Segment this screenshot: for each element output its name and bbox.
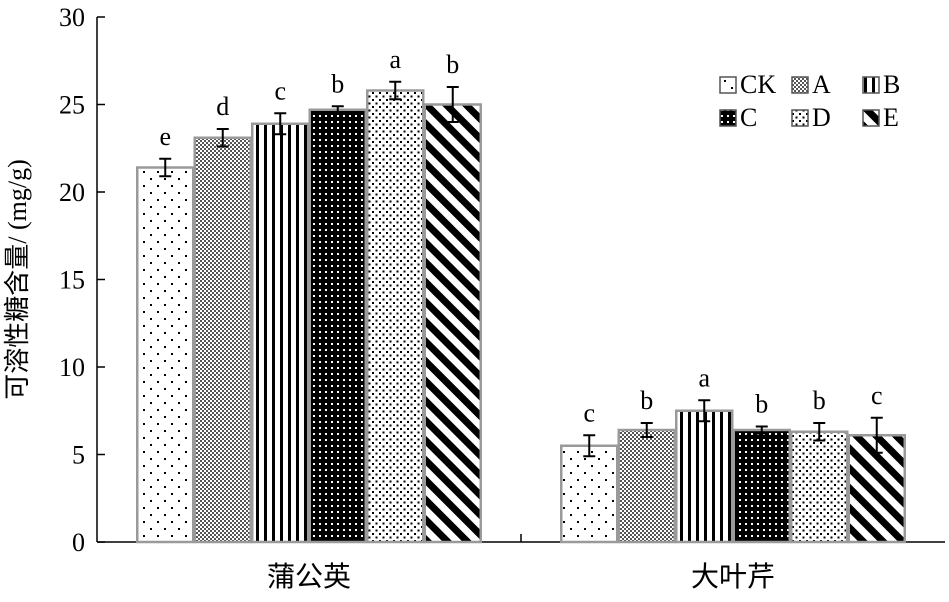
- error-bar: [216, 128, 229, 148]
- legend-label: E: [883, 103, 899, 132]
- significance-label: b: [331, 69, 344, 98]
- bar-a-2: [617, 428, 676, 544]
- bar-a-1: [193, 136, 252, 544]
- legend-label: A: [812, 70, 831, 99]
- legend-label: CK: [740, 70, 776, 99]
- error-bar: [755, 425, 768, 435]
- legend-item-a: A: [791, 70, 831, 99]
- significance-label: b: [813, 386, 826, 415]
- error-bar: [698, 399, 711, 423]
- significance-label: d: [216, 92, 229, 121]
- legend-swatch: [862, 109, 880, 127]
- legend-swatch: [791, 76, 809, 94]
- error-bar: [159, 157, 172, 178]
- significance-label: b: [755, 390, 768, 419]
- significance-label: c: [274, 76, 286, 105]
- legend-label: B: [883, 70, 900, 99]
- error-bar: [389, 80, 402, 101]
- legend-item-e: E: [862, 103, 899, 132]
- error-bar: [640, 422, 653, 438]
- significance-label: e: [159, 122, 171, 151]
- error-bar: [331, 105, 344, 115]
- x-ticks: 蒲公英 大叶芹: [267, 534, 775, 593]
- legend-item-c: C: [719, 103, 757, 132]
- bar-b-2: [675, 409, 734, 544]
- error-bar: [274, 112, 287, 136]
- legend-swatch: [719, 76, 737, 94]
- bars: e d c b a b c b a b b c: [136, 45, 906, 544]
- y-tick-label: 25: [59, 91, 85, 120]
- significance-label: b: [446, 50, 459, 79]
- y-tick-label: 15: [59, 266, 85, 295]
- legend-label: D: [812, 103, 831, 132]
- y-tick-label: 20: [59, 178, 85, 207]
- error-bar: [583, 434, 596, 458]
- legend-item-b: B: [862, 70, 900, 99]
- bar-ck-2: [560, 444, 619, 544]
- bar-c-2: [732, 428, 791, 544]
- significance-label: c: [583, 398, 595, 427]
- bar-c-1: [308, 108, 367, 544]
- legend: CK A B C D E: [719, 70, 900, 132]
- x-category-label: 大叶芹: [691, 561, 775, 593]
- bar-d-2: [790, 430, 849, 544]
- error-bar: [813, 422, 826, 442]
- bar-e-1: [423, 103, 482, 544]
- significance-label: c: [871, 381, 883, 410]
- y-tick-label: 10: [59, 353, 85, 382]
- x-category-label: 蒲公英: [267, 561, 351, 593]
- significance-label: b: [640, 386, 653, 415]
- legend-item-d: D: [791, 103, 831, 132]
- y-ticks: 0 5 10 15 20 25 30: [59, 3, 105, 557]
- y-tick-label: 30: [59, 3, 85, 32]
- legend-item-ck: CK: [719, 70, 776, 99]
- legend-label: C: [740, 103, 757, 132]
- legend-swatch: [862, 76, 880, 94]
- legend-swatch: [719, 109, 737, 127]
- bar-ck-1: [136, 166, 195, 544]
- y-tick-label: 5: [72, 441, 85, 470]
- y-tick-label: 0: [72, 528, 85, 557]
- bar-d-1: [366, 89, 425, 544]
- significance-label: a: [389, 45, 401, 74]
- y-axis-title: 可溶性糖含量/ (mg/g): [3, 159, 32, 400]
- axes: 0 5 10 15 20 25 30 蒲公英 大叶芹: [59, 3, 945, 593]
- bar-b-1: [251, 122, 310, 544]
- significance-label: a: [698, 363, 710, 392]
- error-bar: [446, 86, 459, 123]
- error-bar: [870, 416, 883, 454]
- legend-swatch: [791, 109, 809, 127]
